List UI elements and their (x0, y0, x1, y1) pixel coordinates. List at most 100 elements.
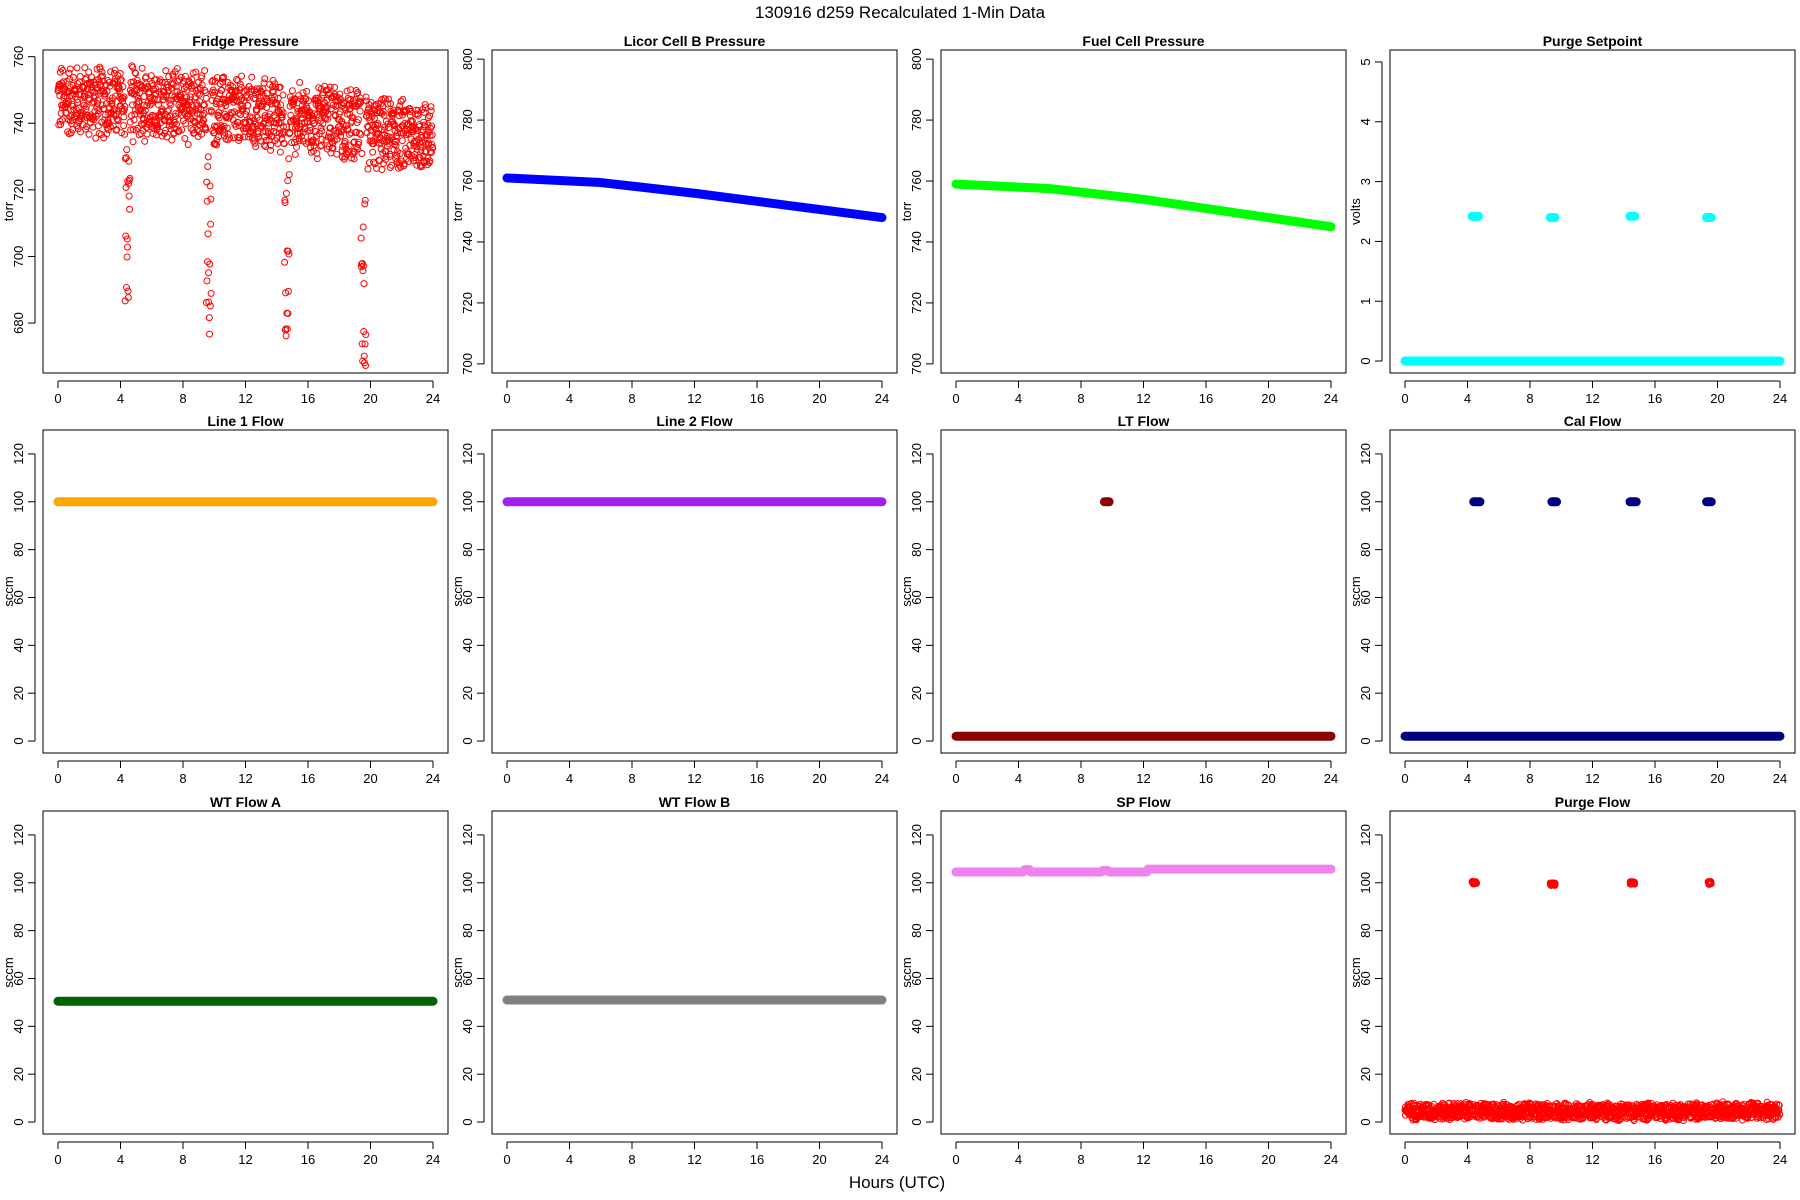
data-point (422, 147, 430, 155)
y-tick-label: 2 (1358, 238, 1373, 245)
data-points (54, 62, 437, 369)
data-point (310, 120, 318, 128)
data-point (259, 123, 267, 131)
data-point (283, 123, 291, 131)
data-point (151, 112, 159, 120)
panel: LT Flow sccm 0 4 8 12 16 20 24 0 20 40 60 80 100 120 (899, 413, 1347, 786)
x-tick-label: 0 (952, 391, 959, 406)
data-point (62, 109, 70, 117)
x-tick-label: 20 (812, 1152, 826, 1167)
x-tick-label: 4 (117, 391, 124, 406)
x-tick-label: 4 (117, 1152, 124, 1167)
data-point (292, 135, 300, 143)
x-tick-label: 4 (1464, 771, 1471, 786)
data-point (288, 87, 296, 95)
plot-frame (940, 49, 1347, 374)
data-point (200, 101, 208, 109)
data-point (279, 109, 287, 117)
data-point (91, 92, 99, 100)
data-point (119, 83, 127, 91)
data-point (243, 91, 251, 99)
data-point (73, 96, 81, 104)
data-point (267, 141, 275, 149)
x-tick-label: 16 (1648, 391, 1662, 406)
x-tick-label: 12 (687, 391, 701, 406)
data-point (361, 196, 369, 204)
data-point (154, 83, 162, 91)
data-point (206, 330, 214, 338)
data-point (98, 101, 106, 109)
plot-frame (491, 429, 898, 754)
x-tick-label: 24 (1324, 391, 1338, 406)
data-point (207, 220, 215, 228)
data-point (347, 129, 355, 137)
data-point (99, 72, 107, 80)
data-point (213, 141, 221, 149)
plot-frame (491, 810, 898, 1135)
data-point (281, 199, 289, 207)
data-point (258, 88, 266, 96)
data-point (126, 118, 134, 126)
y-tick-label: 120 (1358, 443, 1373, 465)
data-point (119, 94, 127, 102)
y-tick-label: 3 (1358, 178, 1373, 185)
data-point (369, 148, 377, 156)
x-tick-label: 12 (1585, 771, 1599, 786)
y-tick-label: 80 (1358, 542, 1373, 556)
data-point (260, 141, 268, 149)
x-tick-label: 0 (54, 391, 61, 406)
data-point (274, 94, 282, 102)
data-point (426, 112, 434, 120)
data-point (180, 77, 188, 85)
x-tick-label: 8 (1077, 391, 1084, 406)
y-tick-label: 740 (11, 112, 26, 134)
data-points (1400, 497, 1785, 741)
x-tick-label: 20 (1710, 1152, 1724, 1167)
x-tick-label: 20 (1261, 391, 1275, 406)
y-axis-label: sccm (1348, 957, 1363, 987)
panel-title: Line 2 Flow (656, 413, 732, 429)
data-point (110, 79, 118, 87)
data-point (162, 67, 170, 75)
figure-title: 130916 d259 Recalculated 1-Min Data (755, 3, 1046, 22)
data-point (231, 108, 239, 116)
data-point (204, 230, 212, 238)
data-point (206, 182, 214, 190)
data-point (85, 130, 93, 138)
data-point (402, 144, 410, 152)
y-tick-label: 0 (460, 1118, 475, 1125)
data-point (426, 157, 434, 165)
data-point (310, 110, 318, 118)
data-point (243, 94, 251, 102)
x-axis-label: Hours (UTC) (849, 1173, 945, 1192)
data-point (353, 145, 361, 153)
data-point (220, 73, 228, 81)
data-point (429, 144, 437, 152)
data-point (236, 134, 244, 142)
data-point (213, 136, 221, 144)
data-point (421, 121, 429, 129)
data-point (359, 223, 367, 231)
data-point (356, 129, 364, 137)
data-point (205, 269, 213, 277)
y-tick-label: 40 (460, 1019, 475, 1033)
data-point (1547, 881, 1555, 889)
data-point (155, 88, 163, 96)
plot-frame (1389, 810, 1796, 1135)
y-tick-label: 0 (909, 737, 924, 744)
data-point (202, 94, 210, 102)
x-tick-label: 16 (301, 391, 315, 406)
data-point (387, 100, 395, 108)
y-tick-label: 20 (460, 686, 475, 700)
y-tick-label: 80 (11, 923, 26, 937)
data-point (129, 138, 137, 146)
data-point (66, 65, 74, 73)
data-point (120, 93, 128, 101)
series-trace (502, 173, 887, 223)
data-point (251, 135, 259, 143)
x-tick-label: 12 (238, 771, 252, 786)
y-tick-label: 0 (460, 737, 475, 744)
data-point (214, 111, 222, 119)
data-point (424, 114, 432, 122)
panel: SP Flow sccm 0 4 8 12 16 20 24 0 20 40 60 80 100 120 (899, 794, 1347, 1167)
